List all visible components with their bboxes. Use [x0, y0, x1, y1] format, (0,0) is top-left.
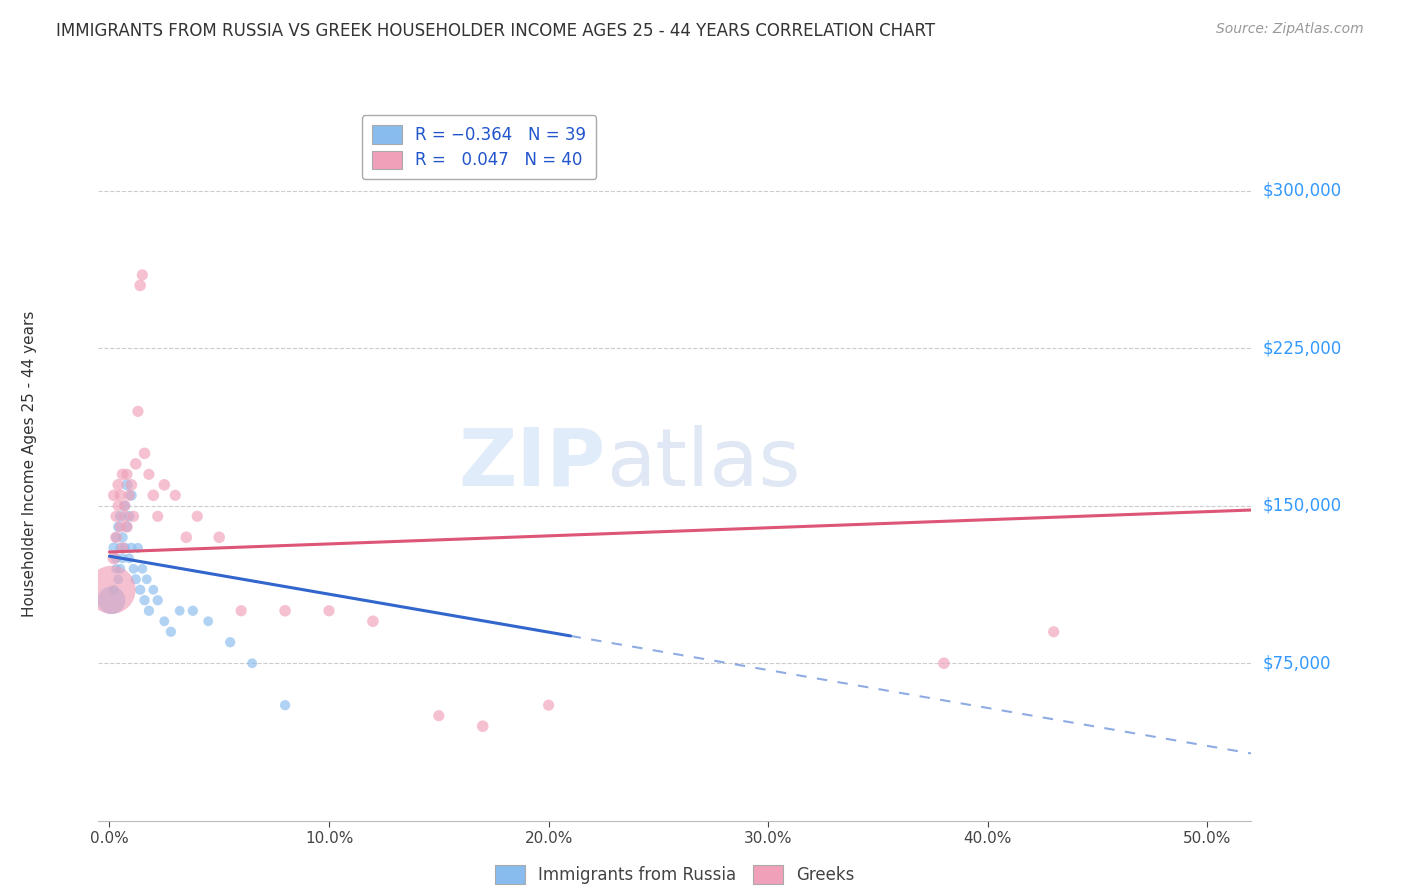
Point: [115, 467, 138, 482]
Point: [110, 509, 132, 524]
Point: [153, 478, 176, 492]
Point: [146, 593, 169, 607]
Point: [125, 572, 148, 586]
Point: [318, 604, 340, 618]
Point: [103, 488, 125, 502]
Text: $75,000: $75,000: [1263, 654, 1331, 673]
Point: [135, 572, 157, 586]
Point: [231, 604, 253, 618]
Point: [111, 467, 134, 482]
Point: [103, 541, 125, 555]
Point: [153, 614, 176, 628]
Point: [219, 635, 242, 649]
Point: [174, 530, 197, 544]
Point: [120, 488, 142, 502]
Point: [115, 520, 138, 534]
Point: [114, 541, 136, 555]
Point: [107, 572, 129, 586]
Point: [118, 551, 141, 566]
Point: [103, 582, 125, 597]
Point: [104, 551, 127, 566]
Point: [122, 562, 145, 576]
Point: [138, 604, 160, 618]
Point: [537, 698, 560, 713]
Point: [427, 708, 450, 723]
Point: [104, 562, 127, 576]
Point: [115, 520, 138, 534]
Point: [165, 488, 187, 502]
Text: Source: ZipAtlas.com: Source: ZipAtlas.com: [1216, 22, 1364, 37]
Text: Householder Income Ages 25 - 44 years: Householder Income Ages 25 - 44 years: [21, 310, 37, 617]
Point: [129, 582, 152, 597]
Point: [122, 509, 145, 524]
Point: [181, 604, 204, 618]
Point: [134, 593, 156, 607]
Point: [142, 582, 165, 597]
Point: [118, 488, 141, 502]
Point: [932, 657, 955, 671]
Point: [115, 478, 138, 492]
Point: [103, 551, 125, 566]
Point: [114, 509, 136, 524]
Point: [127, 404, 149, 418]
Text: ZIP: ZIP: [458, 425, 606, 503]
Point: [134, 446, 156, 460]
Point: [110, 562, 132, 576]
Point: [120, 478, 142, 492]
Point: [197, 614, 219, 628]
Point: [129, 278, 152, 293]
Text: atlas: atlas: [606, 425, 800, 503]
Point: [131, 268, 153, 282]
Point: [118, 509, 141, 524]
Point: [208, 530, 231, 544]
Point: [274, 604, 297, 618]
Point: [100, 582, 122, 597]
Point: [146, 509, 169, 524]
Point: [104, 509, 127, 524]
Point: [361, 614, 384, 628]
Text: $225,000: $225,000: [1263, 339, 1341, 358]
Point: [120, 541, 142, 555]
Point: [110, 541, 132, 555]
Point: [104, 530, 127, 544]
Point: [111, 551, 134, 566]
Point: [111, 541, 134, 555]
Point: [111, 530, 134, 544]
Point: [125, 457, 148, 471]
Point: [160, 624, 183, 639]
Point: [142, 488, 165, 502]
Point: [110, 520, 132, 534]
Point: [100, 593, 122, 607]
Point: [131, 562, 153, 576]
Point: [114, 499, 136, 513]
Point: [104, 530, 127, 544]
Point: [138, 467, 160, 482]
Legend: Immigrants from Russia, Greeks: Immigrants from Russia, Greeks: [488, 859, 862, 891]
Point: [186, 509, 208, 524]
Point: [169, 604, 191, 618]
Point: [1042, 624, 1064, 639]
Text: $300,000: $300,000: [1263, 182, 1341, 200]
Text: IMMIGRANTS FROM RUSSIA VS GREEK HOUSEHOLDER INCOME AGES 25 - 44 YEARS CORRELATIO: IMMIGRANTS FROM RUSSIA VS GREEK HOUSEHOL…: [56, 22, 935, 40]
Text: $150,000: $150,000: [1263, 497, 1341, 515]
Point: [240, 657, 263, 671]
Point: [107, 499, 129, 513]
Point: [471, 719, 494, 733]
Point: [114, 499, 136, 513]
Point: [127, 541, 149, 555]
Point: [107, 520, 129, 534]
Point: [274, 698, 297, 713]
Point: [107, 478, 129, 492]
Point: [110, 488, 132, 502]
